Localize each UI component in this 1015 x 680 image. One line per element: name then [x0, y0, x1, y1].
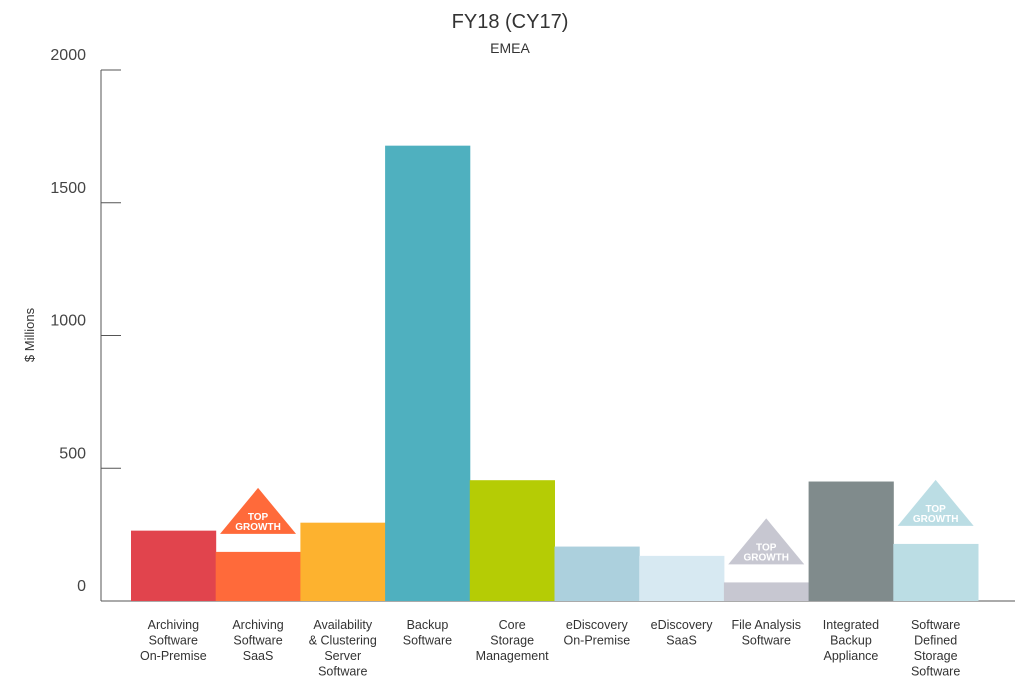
y-axis-label: $ Millions: [22, 307, 37, 362]
x-tick-label-line: Software: [911, 618, 960, 632]
x-tick-label-line: & Clustering: [309, 634, 377, 648]
y-tick-label: 500: [59, 445, 86, 462]
top-growth-badge-text: GROWTH: [743, 552, 789, 563]
x-tick-label-line: Appliance: [823, 649, 878, 663]
x-tick-label-line: Backup: [407, 618, 449, 632]
x-tick-label-line: Backup: [830, 634, 872, 648]
top-growth-badge-text: GROWTH: [235, 522, 281, 533]
chart-title: FY18 (CY17): [452, 11, 569, 33]
bar: [385, 145, 471, 602]
top-growth-badge-icon: [897, 479, 974, 526]
x-tick-label-line: Core: [499, 618, 526, 632]
x-tick-label-line: Software: [403, 634, 452, 648]
x-tick-label-line: Availability: [313, 618, 373, 632]
bar: [723, 582, 810, 601]
x-tick-label: eDiscovery SaaS: [651, 618, 714, 648]
bar: [639, 555, 725, 601]
bar: [131, 530, 217, 601]
x-tick-label-line: Integrated: [823, 618, 879, 632]
top-growth-badge-text: TOP: [925, 504, 946, 515]
x-tick-label-line: Archiving: [148, 618, 199, 632]
top-growth-badge-text: TOP: [248, 512, 269, 523]
x-tick-label-line: Storage: [490, 634, 534, 648]
x-tick-label-line: SaaS: [666, 634, 697, 648]
bar: [554, 546, 640, 601]
bar: [893, 543, 979, 601]
bars: [131, 145, 979, 602]
x-tick-label: Archiving Software On-Premise: [140, 618, 207, 663]
chart-subtitle: EMEA: [490, 40, 530, 56]
x-tick-label: Software Defined Storage Software: [911, 618, 960, 679]
x-tick-label-line: Software: [149, 634, 198, 648]
x-tick-label-line: SaaS: [243, 649, 274, 663]
x-tick-label-line: Archiving: [232, 618, 283, 632]
x-tick-label-line: Management: [476, 649, 549, 663]
y-tick-label: 1000: [50, 313, 86, 330]
x-tick-label-line: Software: [742, 634, 791, 648]
x-tick-label-line: Storage: [914, 649, 958, 663]
x-tick-label: Integrated Backup Appliance: [823, 618, 879, 663]
x-tick-label-line: eDiscovery: [651, 618, 714, 632]
x-tick-label-line: On-Premise: [140, 649, 207, 663]
y-ticks: 0 500 1000 1500 2000: [50, 47, 121, 602]
x-tick-label-line: Software: [911, 665, 960, 679]
x-tick-label: Backup Software: [403, 618, 452, 648]
bar: [808, 481, 894, 601]
bar: [300, 522, 386, 601]
x-tick-label: Core Storage Management: [476, 618, 549, 663]
y-tick-label: 1500: [50, 180, 86, 197]
x-tick-label-line: File Analysis: [732, 618, 801, 632]
top-growth-badge-icon: [220, 487, 297, 534]
x-tick-label-line: On-Premise: [564, 634, 631, 648]
x-tick-label-line: Defined: [914, 634, 957, 648]
x-tick-label: File Analysis Software: [732, 618, 801, 648]
bar: [469, 480, 555, 601]
x-tick-label-line: Software: [318, 665, 367, 679]
y-tick-label: 0: [77, 578, 86, 595]
top-growth-badge-text: TOP: [756, 542, 777, 553]
y-tick-label: 2000: [50, 47, 86, 64]
x-tick-label: eDiscovery On-Premise: [564, 618, 631, 648]
x-tick-label-line: Server: [324, 649, 361, 663]
x-tick-label: Archiving Software SaaS: [232, 618, 283, 663]
bar: [215, 551, 301, 601]
x-tick-label-line: eDiscovery: [566, 618, 629, 632]
x-tick-label: Availability & Clustering Server Software: [309, 618, 377, 679]
top-growth-badge-text: GROWTH: [913, 514, 959, 525]
top-growth-badge-icon: [728, 518, 805, 565]
x-tick-label-line: Software: [233, 634, 282, 648]
